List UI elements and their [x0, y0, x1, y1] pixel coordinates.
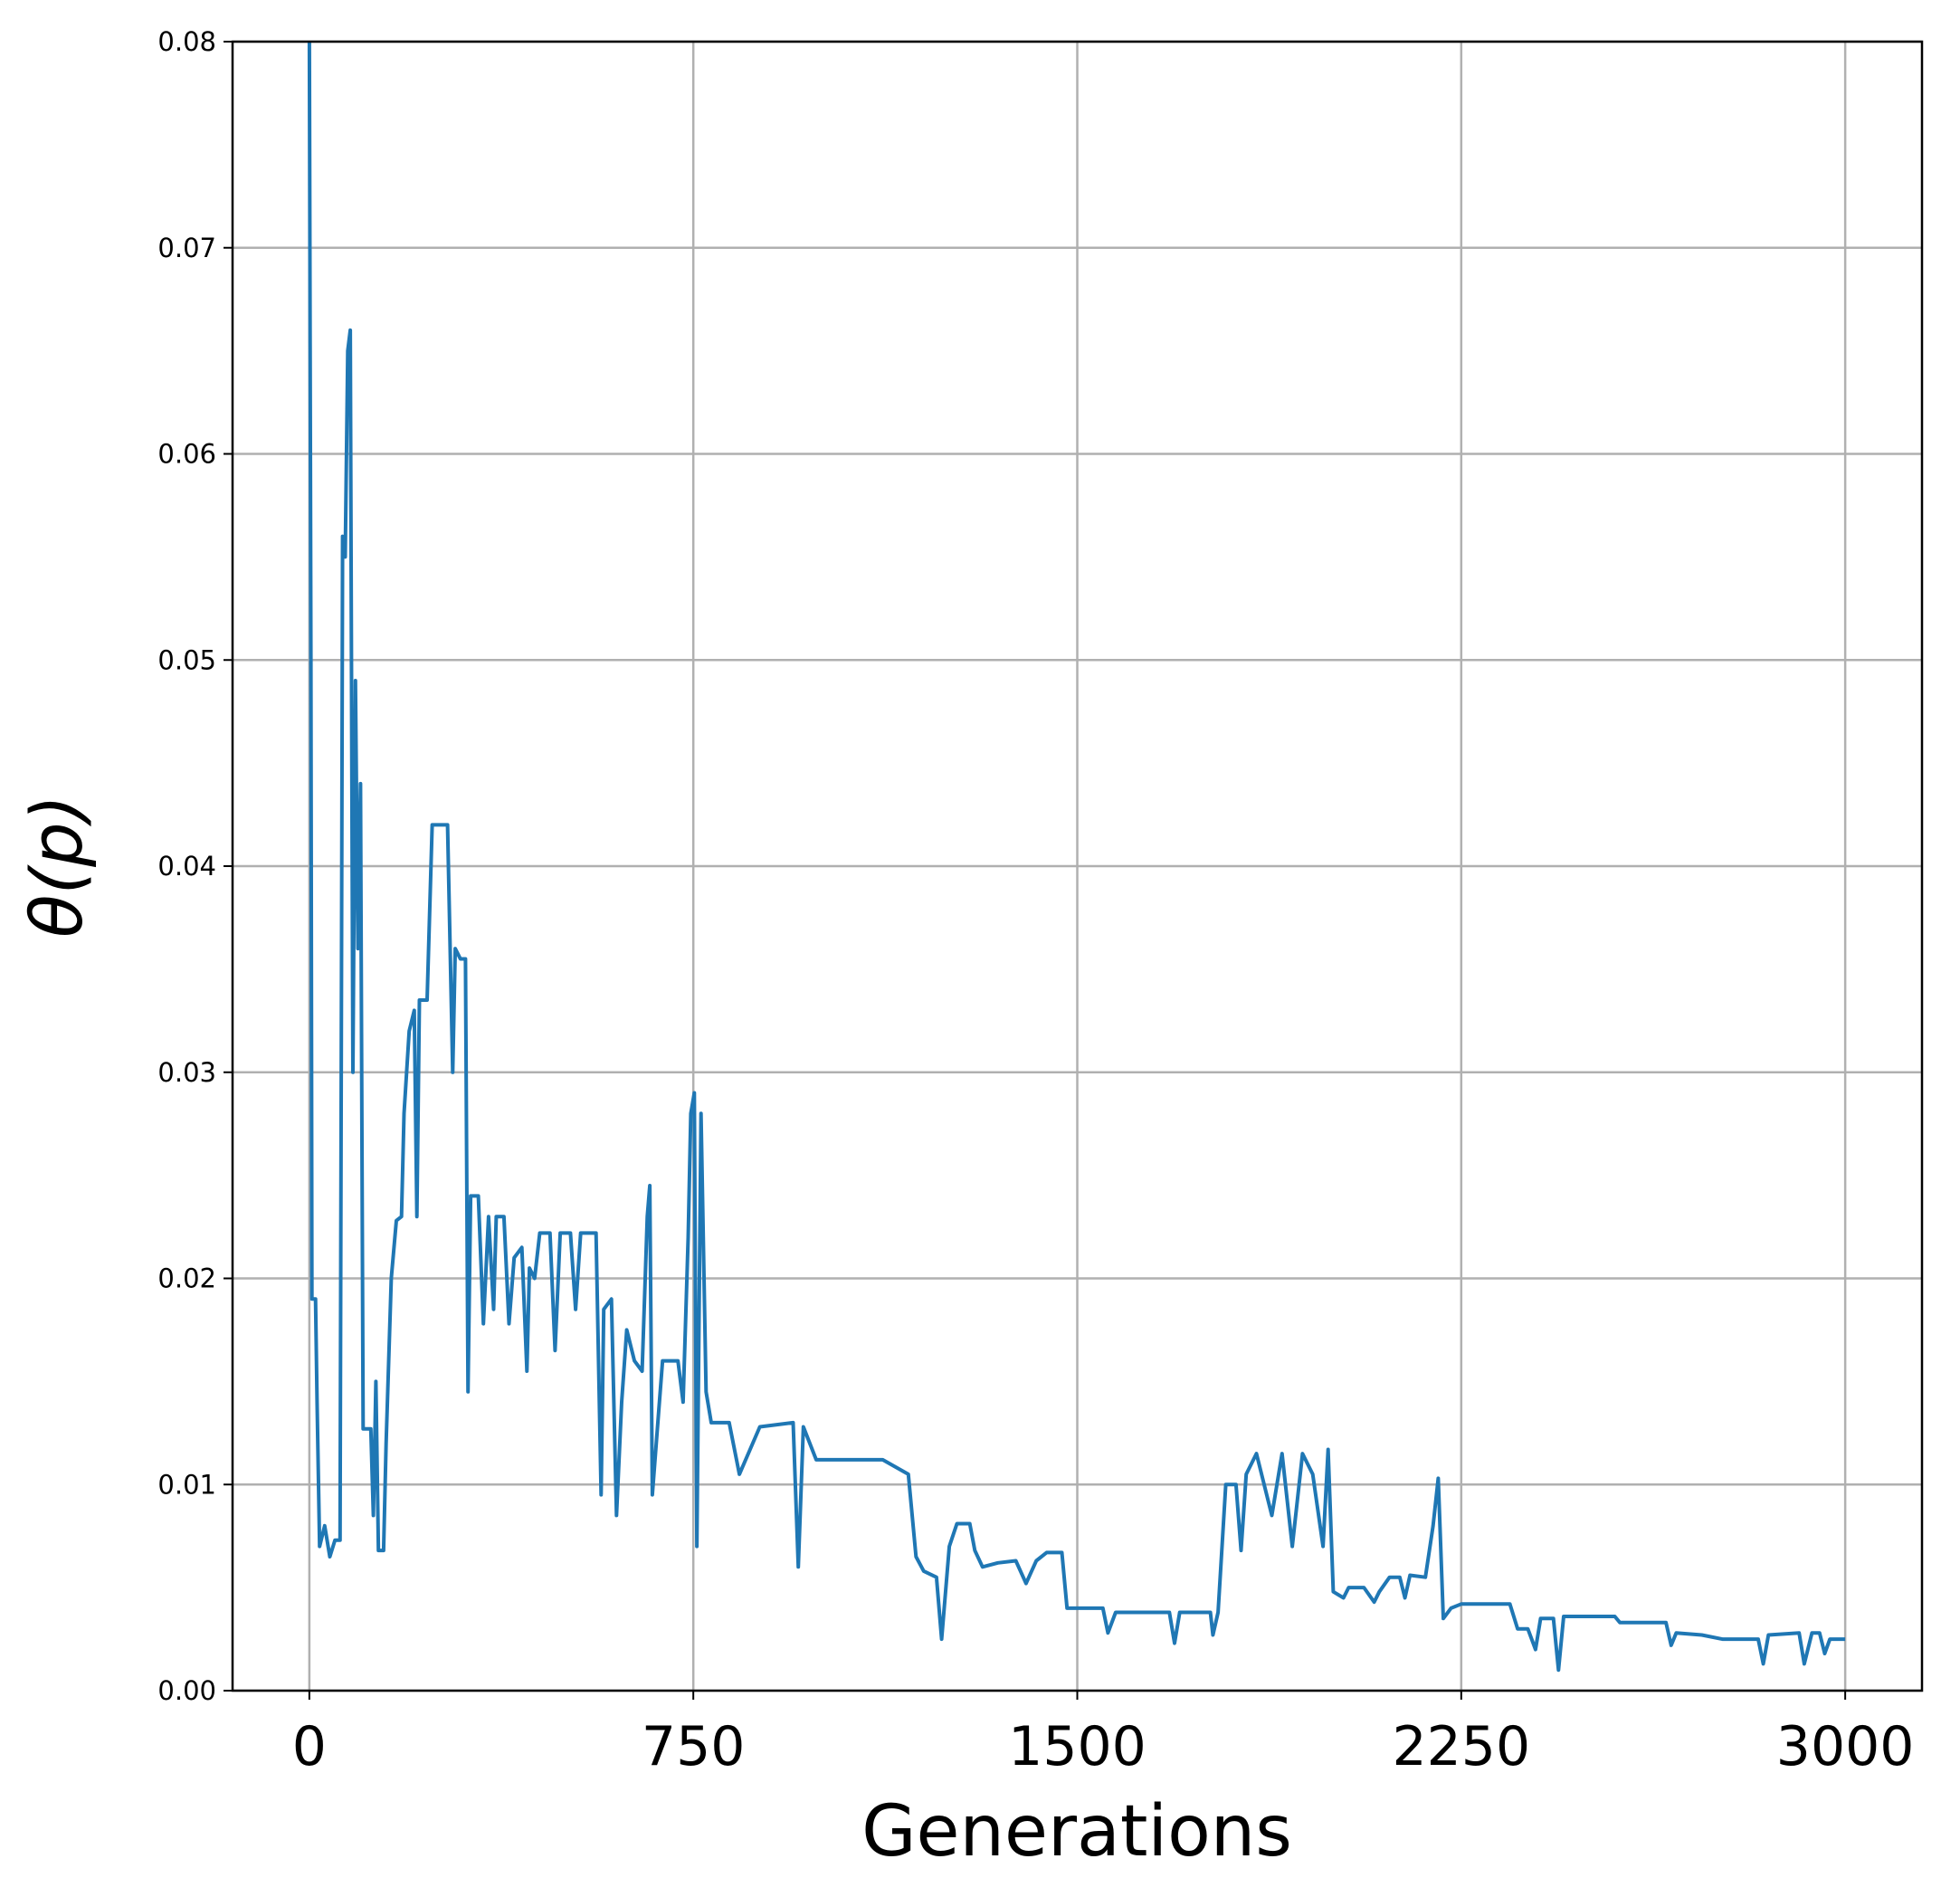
- y-tick-label: 0.05: [157, 644, 216, 675]
- y-tick-label: 0.01: [157, 1469, 216, 1500]
- plot-frame: [231, 40, 1924, 1692]
- x-axis-label: Generations: [861, 1791, 1292, 1873]
- x-tick-label: 2250: [1392, 1715, 1530, 1778]
- x-tick-label: 0: [292, 1715, 327, 1778]
- y-tick-label: 0.02: [157, 1263, 216, 1294]
- y-axis-label: θ(p): [17, 795, 99, 938]
- y-tick-label: 0.03: [157, 1057, 216, 1088]
- x-tick-label: 750: [642, 1715, 746, 1778]
- x-tick-label: 3000: [1776, 1715, 1915, 1778]
- x-tick-label: 1500: [1008, 1715, 1147, 1778]
- y-tick-label: 0.00: [157, 1675, 216, 1706]
- y-tick-label: 0.08: [157, 26, 216, 57]
- data-line: [307, 42, 1846, 1673]
- y-tick-label: 0.04: [157, 851, 216, 882]
- y-tick-label: 0.06: [157, 439, 216, 470]
- y-tick-label: 0.07: [157, 233, 216, 263]
